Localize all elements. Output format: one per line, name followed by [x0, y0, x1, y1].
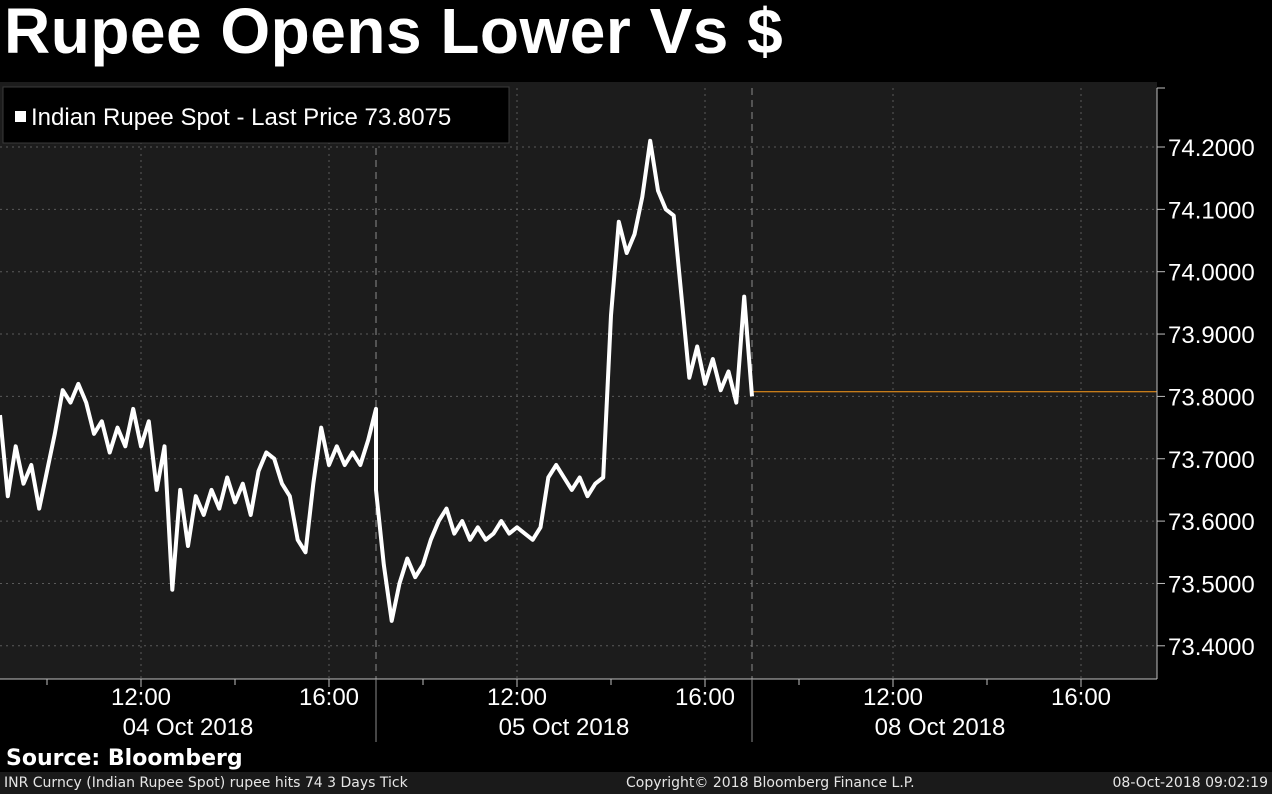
x-tick-label: 12:00 — [111, 684, 171, 711]
x-day-label: 08 Oct 2018 — [875, 714, 1006, 741]
y-tick-label: 73.7000 — [1168, 447, 1255, 474]
y-tick-label: 73.4000 — [1168, 634, 1255, 661]
x-tick-label: 16:00 — [675, 684, 735, 711]
y-tick-label: 74.0000 — [1168, 260, 1255, 287]
source-label: Source: Bloomberg — [6, 746, 243, 771]
page-title: Rupee Opens Lower Vs $ — [4, 0, 784, 67]
y-tick-label: 73.6000 — [1168, 509, 1255, 536]
x-axis-ticks: 12:00 16:00 12:00 16:00 12:00 16:00 04 Oct 201… — [46, 679, 1111, 742]
plot-area — [0, 82, 1157, 679]
y-tick-label: 73.9000 — [1168, 322, 1255, 349]
legend-label: Indian Rupee Spot - Last Price 73.8075 — [31, 104, 451, 131]
x-day-label: 04 Oct 2018 — [123, 714, 254, 741]
y-tick-label: 73.8000 — [1168, 384, 1255, 411]
footer-copyright: Copyright© 2018 Bloomberg Finance L.P. — [626, 775, 915, 791]
footer-bar: INR Curncy (Indian Rupee Spot) rupee hit… — [0, 772, 1272, 794]
y-tick-label: 73.5000 — [1168, 571, 1255, 598]
y-tick-label: 74.1000 — [1168, 197, 1255, 224]
x-day-label: 05 Oct 2018 — [499, 714, 630, 741]
day-separators — [375, 88, 753, 679]
legend-box: Indian Rupee Spot - Last Price 73.8075 — [2, 86, 510, 144]
y-axis-ticks: 74.2000 74.1000 74.0000 73.9000 73.8000 73.70… — [1157, 87, 1255, 661]
x-tick-label: 12:00 — [863, 684, 923, 711]
price-chart: 74.2000 74.1000 74.0000 73.9000 73.8000 73.70… — [0, 82, 1255, 742]
footer-ticker-info: INR Curncy (Indian Rupee Spot) rupee hit… — [4, 775, 408, 791]
x-tick-label: 12:00 — [487, 684, 547, 711]
legend-swatch — [15, 111, 26, 122]
x-tick-label: 16:00 — [299, 684, 359, 711]
x-tick-label: 16:00 — [1051, 684, 1111, 711]
y-tick-label: 74.2000 — [1168, 135, 1255, 162]
footer-timestamp: 08-Oct-2018 09:02:19 — [1112, 775, 1268, 791]
series-line-indian-rupee-spot — [0, 138, 754, 623]
